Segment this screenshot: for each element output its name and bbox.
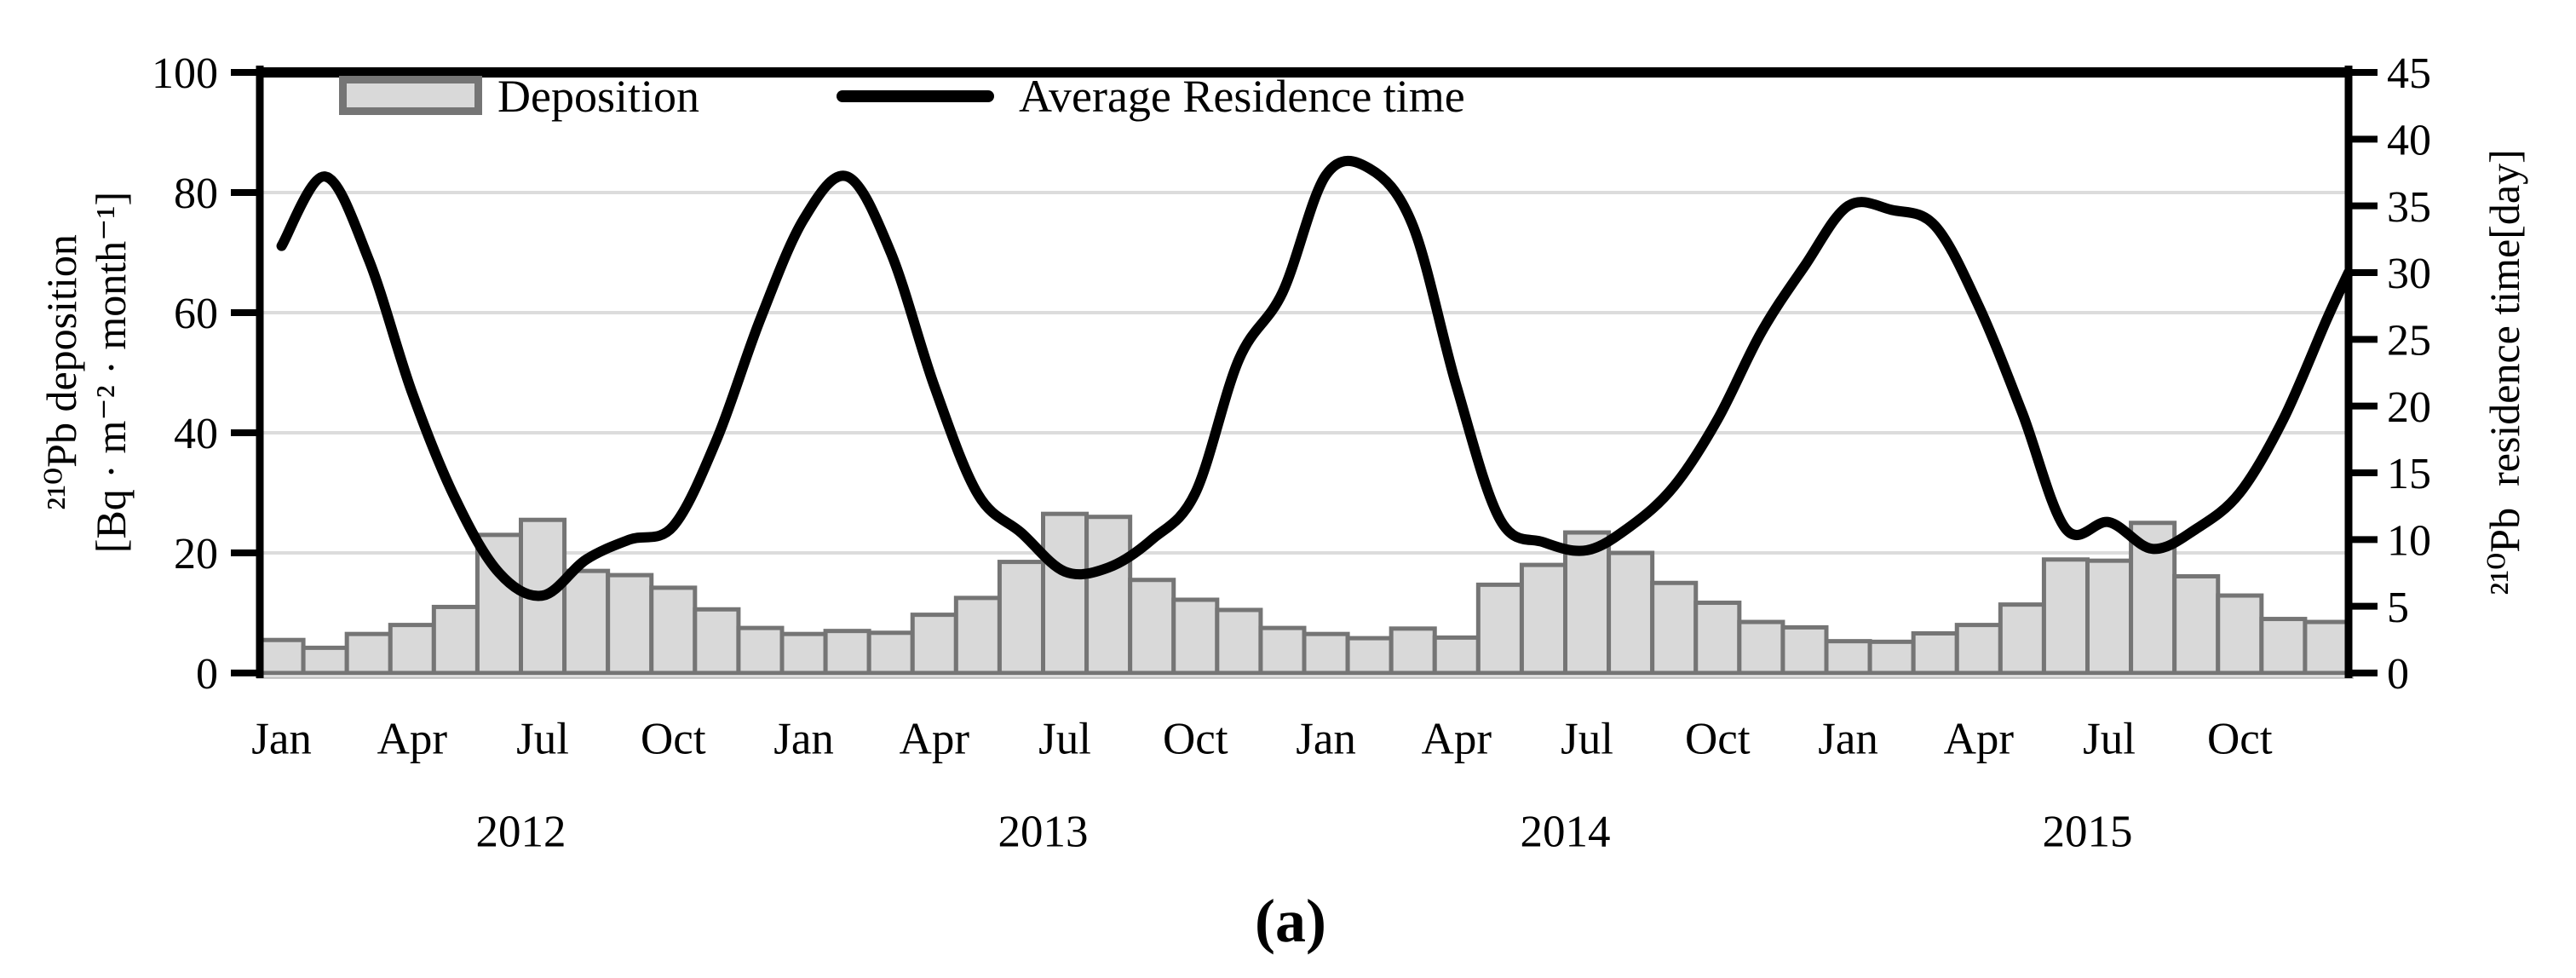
deposition-bar	[736, 625, 785, 676]
year-label: 2013	[998, 808, 1089, 857]
deposition-bar	[388, 623, 436, 676]
right-axis-tick-label: 45	[2387, 49, 2431, 98]
month-tick-label: Jul	[1038, 715, 1091, 764]
deposition-bar	[431, 604, 480, 676]
deposition-bar	[2172, 573, 2221, 676]
deposition-bar	[1432, 635, 1481, 676]
deposition-bar	[1258, 625, 1307, 676]
deposition-bar	[344, 631, 393, 676]
deposition-bar	[2216, 593, 2264, 676]
legend-deposition-swatch	[339, 76, 482, 115]
right-axis-title: ²¹⁰Pb residence time[day]	[2481, 149, 2528, 595]
deposition-bar	[1519, 562, 1567, 676]
deposition-bar	[1607, 550, 1655, 676]
deposition-bar	[1389, 626, 1437, 676]
right-axis-tick-label: 35	[2387, 183, 2431, 232]
deposition-bar	[2041, 557, 2090, 676]
deposition-bar	[2085, 558, 2134, 676]
year-label: 2012	[476, 808, 566, 857]
month-tick-label: Jan	[251, 715, 312, 764]
left-axis-title-line1: ²¹⁰Pb deposition	[37, 234, 85, 510]
deposition-bar	[693, 607, 741, 676]
right-axis-tick-label: 0	[2387, 650, 2409, 699]
deposition-bar	[2259, 617, 2308, 676]
year-label: 2014	[1521, 808, 1611, 857]
deposition-bar	[953, 595, 1002, 676]
month-tick-label: Jan	[773, 715, 834, 764]
deposition-bar	[1650, 580, 1699, 676]
deposition-bar	[823, 629, 871, 676]
left-axis-tick-label: 100	[152, 49, 218, 98]
month-tick-label: Oct	[1163, 715, 1228, 764]
deposition-bar	[1345, 636, 1394, 676]
year-label: 2015	[2043, 808, 2133, 857]
deposition-bar	[1911, 630, 1959, 676]
right-axis-tick-label: 20	[2387, 383, 2431, 432]
month-tick-label: Jul	[1561, 715, 1613, 764]
deposition-bar	[1041, 511, 1090, 676]
deposition-bar	[1475, 582, 1524, 676]
month-tick-label: Oct	[1685, 715, 1751, 764]
deposition-bar	[257, 637, 306, 676]
deposition-bar	[1780, 624, 1829, 676]
deposition-bar	[910, 613, 958, 676]
right-axis-tick-label: 30	[2387, 250, 2431, 298]
residence-time-line	[276, 156, 2354, 601]
figure-caption: (a)	[1255, 887, 1326, 955]
right-axis-tick-label: 25	[2387, 317, 2431, 365]
month-tick-label: Apr	[900, 715, 970, 764]
month-tick-label: Apr	[1422, 715, 1492, 764]
deposition-bar	[649, 585, 698, 676]
legend-residence-label: Average Residence time	[1019, 71, 1465, 122]
deposition-bar	[1867, 639, 1916, 676]
deposition-bar	[1171, 597, 1220, 676]
right-axis-tick-label: 40	[2387, 117, 2431, 165]
left-axis-tick-label: 40	[174, 410, 218, 458]
deposition-bar	[1128, 578, 1176, 676]
month-tick-label: Jul	[516, 715, 569, 764]
month-tick-label: Oct	[641, 715, 706, 764]
left-axis-tick-label: 0	[196, 650, 218, 699]
left-axis-tick-label: 80	[174, 170, 218, 218]
deposition-bar	[1084, 515, 1133, 676]
month-tick-label: Oct	[2207, 715, 2273, 764]
month-tick-label: Apr	[377, 715, 448, 764]
month-tick-label: Jul	[2083, 715, 2136, 764]
deposition-bar	[866, 630, 915, 676]
deposition-bar	[562, 568, 611, 676]
legend-residence-line-sample	[837, 90, 994, 102]
deposition-bar	[779, 631, 828, 676]
left-axis-title-line2: [Bq · m⁻² · month⁻¹]	[87, 191, 135, 554]
deposition-bar	[997, 560, 1045, 676]
deposition-bar	[301, 645, 349, 676]
left-axis-tick-label: 20	[174, 530, 218, 578]
deposition-bar	[1998, 602, 2046, 676]
left-axis-tick-label: 60	[174, 290, 218, 338]
deposition-bar	[1302, 631, 1350, 676]
month-tick-label: Jan	[1818, 715, 1878, 764]
deposition-bar	[606, 572, 654, 676]
deposition-bar	[2303, 619, 2351, 676]
right-axis-tick-label: 15	[2387, 450, 2431, 498]
deposition-bar	[1824, 639, 1872, 676]
month-tick-label: Apr	[1944, 715, 2015, 764]
deposition-bar	[1215, 607, 1263, 676]
deposition-bar	[1954, 623, 2003, 676]
right-axis-tick-label: 5	[2387, 584, 2409, 632]
right-axis-tick-label: 10	[2387, 517, 2431, 566]
deposition-bar	[1737, 619, 1785, 676]
month-tick-label: Jan	[1296, 715, 1356, 764]
deposition-bar	[1693, 601, 1742, 676]
legend-deposition-label: Deposition	[497, 71, 699, 122]
